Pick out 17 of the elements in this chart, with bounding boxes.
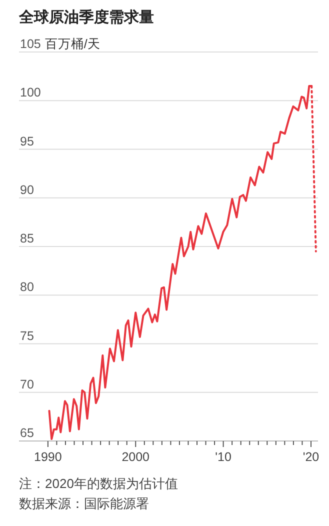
x-tick-label: '20 [302, 450, 320, 464]
y-axis-title: 百万桶/天 [44, 37, 100, 51]
text: 注：2020年的数据为估计值 [19, 476, 178, 491]
y-tick-label: 70 [20, 377, 34, 392]
x-tick-label: 2000 [122, 450, 150, 464]
y-tick-label: 65 [20, 426, 34, 440]
x-tick-label: '10 [215, 450, 232, 464]
x-tick-label: 1990 [34, 450, 62, 464]
y-tick-label: 85 [20, 232, 34, 246]
y-tick-label: 95 [20, 134, 34, 148]
y-tick-label: 90 [20, 182, 34, 197]
source-note: 数据来源：国际能源署 [19, 496, 149, 511]
chart-title: 全球原油季度需求量 [18, 8, 154, 26]
y-tick-label: 80 [20, 280, 34, 294]
y-tick-label: 105 [20, 37, 41, 51]
y-tick-label: 75 [20, 328, 34, 343]
y-tick-label: 100 [20, 86, 41, 100]
